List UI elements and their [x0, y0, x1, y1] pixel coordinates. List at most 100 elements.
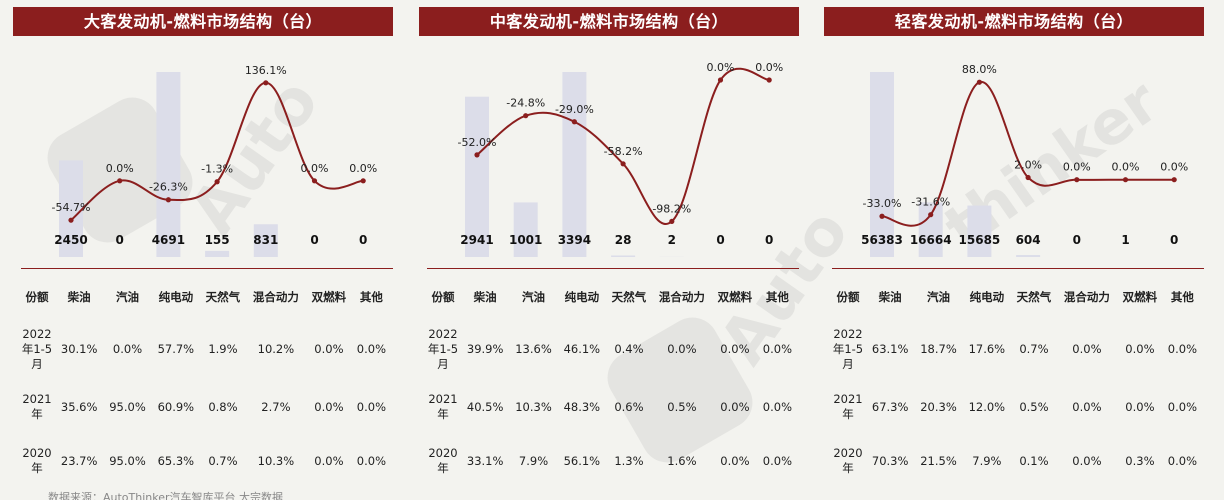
panel-large-bus: 大客发动机-燃料市场结构（台） -54.7% 0.0% -26.3% -1.3% 136…: [13, 0, 393, 500]
divider: [21, 268, 393, 269]
growth-point-4: [263, 80, 269, 86]
growth-label-4: 0.0%: [1063, 161, 1091, 174]
bar-1: [513, 202, 538, 257]
table-cell: 20.3%: [920, 399, 957, 414]
growth-point-3: [214, 179, 220, 185]
bar-label-6: 0: [765, 233, 773, 247]
table-cell: 0.0%: [762, 399, 792, 414]
table-cell: 60.9%: [157, 399, 195, 414]
bar-2: [967, 205, 992, 257]
growth-label-3: -58.2%: [604, 145, 643, 158]
growth-label-2: -26.3%: [149, 181, 188, 194]
header-row: 份额 柴油 汽油 纯电动 天然气 混合动力 双燃料 其他: [425, 276, 797, 318]
table-cell: 18.7%: [920, 341, 957, 356]
table-cell: 39.9%: [466, 341, 504, 356]
table-cell: 0.0%: [1167, 453, 1197, 468]
table-row: 2021年 67.3% 20.3% 12.0% 0.5% 0.0% 0.0% 0.0%: [830, 380, 1202, 434]
table-cell: 7.9%: [972, 453, 1002, 468]
table-cell: 40.5%: [466, 399, 504, 414]
growth-point-5: [311, 178, 318, 184]
column-header: 双燃料: [311, 290, 347, 304]
table-cell: 0.0%: [1072, 341, 1102, 356]
share-table: 份额 柴油 汽油 纯电动 天然气 混合动力 双燃料 其他 2022年1-5月 30.1% 0.0% 5…: [19, 276, 391, 488]
growth-label-1: -31.6%: [911, 196, 950, 209]
growth-point-0: [68, 217, 74, 223]
column-header: 柴油: [878, 290, 902, 304]
growth-label-0: -52.0%: [458, 136, 497, 149]
growth-point-3: [620, 161, 626, 167]
table-cell: 48.3%: [563, 399, 601, 414]
growth-point-4: [1074, 177, 1080, 183]
column-header: 其他: [1170, 290, 1194, 304]
column-header: 汽油: [522, 290, 546, 304]
bar-label-1: 0: [116, 233, 124, 247]
growth-label-5: 0.0%: [707, 61, 735, 74]
table-cell: 0.0%: [314, 341, 344, 356]
table-cell: 65.3%: [157, 453, 195, 468]
table-cell: 33.1%: [466, 453, 504, 468]
table-cell: 0.0%: [667, 341, 697, 356]
column-header: 份额: [836, 290, 860, 304]
growth-label-3: 2.0%: [1014, 158, 1042, 171]
table-cell: 12.0%: [968, 399, 1006, 414]
growth-point-6: [766, 77, 772, 83]
growth-point-1: [117, 178, 123, 184]
table-cell: 1.6%: [667, 453, 697, 468]
table-cell: 0.0%: [720, 453, 750, 468]
table-cell: 0.0%: [1125, 341, 1155, 356]
bar-4: [253, 224, 278, 257]
growth-point-2: [571, 119, 577, 125]
table-row: 2020年 33.1% 7.9% 56.1% 1.3% 1.6% 0.0% 0.0%: [425, 434, 797, 488]
row-label: 2022年1-5月: [427, 326, 459, 371]
bar-label-5: 0: [310, 233, 318, 247]
header-row: 份额 柴油 汽油 纯电动 天然气 混合动力 双燃料 其他: [830, 276, 1202, 318]
table-cell: 21.5%: [920, 453, 957, 468]
table-cell: 1.9%: [208, 341, 238, 356]
bar-label-0: 2450: [54, 233, 87, 247]
growth-label-5: 0.0%: [301, 162, 329, 175]
bar-label-2: 15685: [959, 233, 1001, 247]
growth-line: [70, 81, 364, 221]
table-cell: 0.0%: [762, 341, 792, 356]
panel-title: 轻客发动机-燃料市场结构（台）: [824, 7, 1204, 36]
table-row: 2021年 35.6% 95.0% 60.9% 0.8% 2.7% 0.0% 0.0%: [19, 380, 391, 434]
table-cell: 0.1%: [1019, 453, 1049, 468]
header-row: 份额 柴油 汽油 纯电动 天然气 混合动力 双燃料 其他: [19, 276, 391, 318]
column-header: 其他: [765, 290, 789, 304]
bar-label-1: 1001: [509, 233, 542, 247]
table-cell: 0.0%: [356, 453, 386, 468]
table-row: 2022年1-5月 39.9% 13.6% 46.1% 0.4% 0.0% 0.0% 0.0%: [425, 318, 797, 380]
table-cell: 0.0%: [112, 341, 143, 356]
bar-label-0: 2941: [460, 233, 493, 247]
row-label: 2020年: [22, 446, 52, 475]
table-cell: 0.7%: [1019, 341, 1049, 356]
bar-label-5: 1: [1121, 233, 1129, 247]
table-cell: 10.2%: [257, 341, 295, 356]
table-cell: 0.0%: [762, 453, 792, 468]
combo-chart: -54.7% 0.0% -26.3% -1.3% 136.1% 0.0% 0.0% 2450 0…: [52, 64, 377, 257]
growth-point-0: [474, 152, 480, 158]
bar-label-3: 28: [615, 233, 632, 247]
growth-label-1: -24.8%: [506, 97, 545, 110]
column-header: 其他: [359, 290, 383, 304]
combo-chart: -52.0% -24.8% -29.0% -58.2% -98.2% 0.0% 0.0% 29…: [458, 61, 783, 257]
growth-label-6: 0.0%: [349, 162, 377, 175]
table-cell: 1.3%: [614, 453, 644, 468]
column-header: 天然气: [205, 290, 241, 304]
growth-label-5: 0.0%: [1112, 161, 1140, 174]
table-cell: 10.3%: [257, 453, 295, 468]
table-cell: 0.3%: [1125, 453, 1155, 468]
bar-1: [918, 202, 943, 257]
row-label: 2022年1-5月: [832, 326, 864, 371]
share-table: 份额 柴油 汽油 纯电动 天然气 混合动力 双燃料 其他 2022年1-5月 39.9% 13.6%…: [425, 276, 797, 488]
bar-label-4: 831: [253, 233, 278, 247]
growth-point-6: [360, 178, 366, 184]
table-cell: 0.0%: [356, 341, 386, 356]
growth-point-2: [165, 197, 171, 203]
column-header: 天然气: [1016, 290, 1052, 304]
table-cell: 10.3%: [515, 399, 552, 414]
bar-label-1: 16664: [910, 233, 952, 247]
source-footer: 数据来源：AutoThinker汽车智库平台 大宗数据: [48, 491, 284, 500]
growth-label-4: 136.1%: [245, 64, 287, 77]
table-cell: 95.0%: [109, 399, 146, 414]
